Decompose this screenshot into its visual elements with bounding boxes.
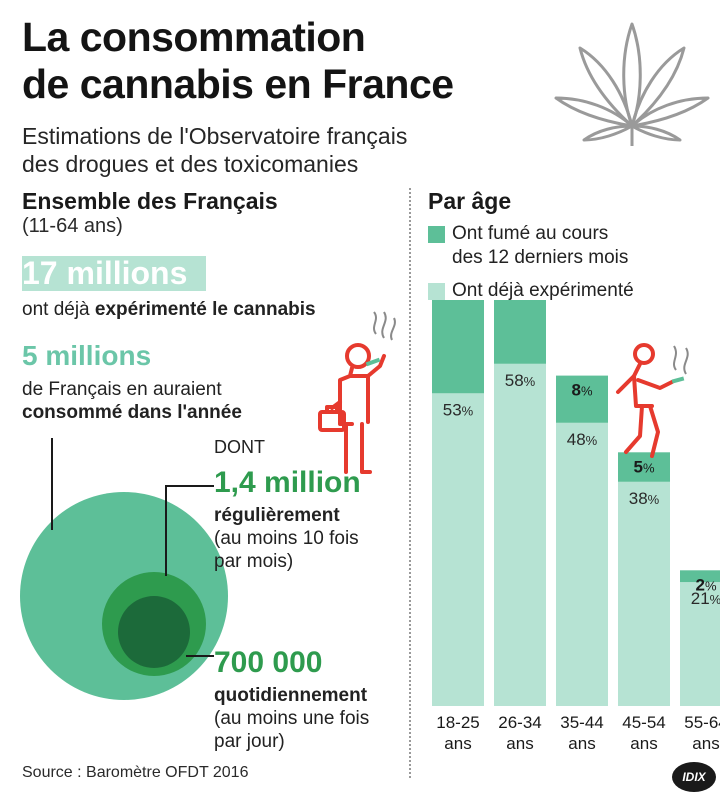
circle-daily — [118, 596, 190, 668]
subtitle: Estimations de l'Observatoire français d… — [22, 122, 407, 178]
connector-regular — [165, 485, 214, 576]
title-line-1: La consommation — [22, 14, 366, 60]
stat2-value: 5 millions — [22, 340, 152, 371]
stat3-bold: régulièrement — [214, 505, 340, 526]
bar-recent — [432, 300, 484, 394]
category-label: 18-25 ans — [436, 713, 479, 753]
stat2-text-line-1: de Français en auraient — [22, 379, 222, 400]
stat1-text-bold: expérimenté le cannabis — [94, 299, 316, 320]
category-label: 35-44 ans — [560, 713, 603, 753]
label-experimented: 48% — [567, 430, 598, 449]
cigarette-tip-right — [671, 376, 685, 384]
bar-experimented — [680, 582, 720, 706]
stat1-value: 17 millions — [22, 255, 188, 291]
label-recent: 8% — [571, 381, 592, 400]
category-label: 45-54 ans — [622, 713, 665, 753]
stat2-text: de Français en auraient consommé dans l'… — [22, 378, 242, 424]
title-line-2: de cannabis en France — [22, 61, 454, 107]
age-bar-chart: 28%53%18-25ans17%58%26-34ans8%48%35-44an… — [432, 300, 720, 753]
right-section-heading: Par âge — [428, 188, 512, 214]
stat3-line-2: par mois) — [214, 551, 294, 572]
label-experimented: 58% — [505, 371, 536, 390]
cigarette-tip — [365, 357, 381, 367]
stat4-text: quotidiennement (au moins une fois par j… — [214, 684, 369, 753]
stat2-text-bold: consommé dans l'année — [22, 402, 242, 423]
source-note: Source : Baromètre OFDT 2016 — [22, 764, 249, 781]
stat4-bold: quotidiennement — [214, 685, 368, 706]
stat1-text: ont déjà expérimenté le cannabis — [22, 298, 316, 321]
label-experimented: 38% — [629, 489, 660, 508]
label-recent: 2% — [695, 575, 716, 594]
dont-label: DONT — [214, 437, 265, 457]
label-recent: 5% — [633, 457, 654, 476]
legend-swatch-recent — [428, 226, 445, 243]
legend-swatch-experimented — [428, 283, 445, 300]
idix-logo: IDIX — [672, 762, 716, 792]
bar-experimented — [432, 393, 484, 706]
legend-experimented: Ont déjà expérimenté — [452, 280, 634, 301]
stat3-line-1: (au moins 10 fois — [214, 528, 359, 549]
bar-experimented — [556, 422, 608, 706]
cannabis-leaf-icon — [554, 22, 710, 146]
bar-recent — [556, 375, 608, 423]
label-experimented: 21% — [691, 589, 720, 608]
label-experimented: 53% — [443, 400, 474, 419]
category-label: 26-34 ans — [498, 713, 541, 753]
legend-recent-line-1: Ont fumé au cours — [452, 223, 609, 244]
legend-recent: Ont fumé au cours des 12 derniers mois — [452, 222, 628, 270]
stat1-text-pre: ont déjà — [22, 299, 95, 320]
stat4-line-2: par jour) — [214, 731, 285, 752]
running-smoker-icon — [616, 343, 689, 458]
stat4-value: 700 000 — [214, 646, 323, 679]
stat4-line-1: (au moins une fois — [214, 708, 370, 729]
left-section-heading: Ensemble des Français — [22, 188, 278, 214]
stat3-text: régulièrement (au moins 10 fois par mois… — [214, 504, 359, 573]
subtitle-line-1: Estimations de l'Observatoire français — [22, 123, 408, 149]
bar-recent — [618, 452, 670, 482]
page-title: La consommation de cannabis en France — [22, 14, 454, 108]
smoking-man-icon — [318, 311, 396, 474]
age-range: (11-64 ans) — [22, 215, 123, 237]
consumption-circles — [20, 438, 228, 700]
stat3-value: 1,4 million — [214, 466, 361, 499]
stat1-highlight-band — [22, 256, 206, 291]
legend-recent-line-2: des 12 derniers mois — [452, 247, 629, 268]
subtitle-line-2: des drogues et des toxicomanies — [22, 151, 359, 177]
section-divider — [409, 188, 411, 778]
bar-experimented — [618, 481, 670, 706]
bar-recent — [680, 570, 720, 583]
bar-recent — [494, 300, 546, 364]
bar-experimented — [494, 363, 546, 706]
